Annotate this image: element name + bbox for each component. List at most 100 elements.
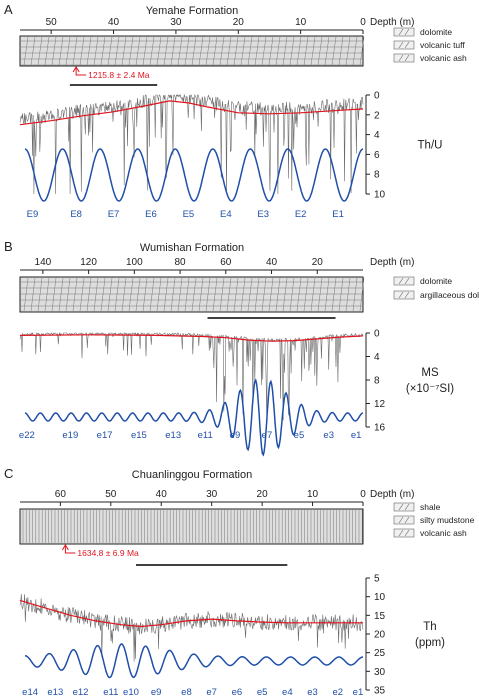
legend-swatch-hatch	[404, 277, 410, 285]
dolomite-hatch	[30, 36, 36, 66]
dolomite-hatch	[331, 277, 337, 312]
legend-label: argillaceous dolomite	[420, 290, 479, 300]
legend-swatch-hatch	[398, 529, 404, 537]
dolomite-hatch	[184, 36, 190, 66]
cycle-label: E7	[108, 209, 120, 220]
cycle-label: e11	[198, 430, 213, 441]
dolomite-hatch	[128, 277, 134, 312]
dolomite-hatch	[275, 36, 281, 66]
y-tick-label: 35	[374, 686, 386, 697]
dolomite-hatch	[240, 277, 246, 312]
y-axis-label: MS	[421, 367, 439, 379]
chart-title: Wumishan Formation	[140, 242, 244, 254]
cycle-label: E8	[70, 209, 82, 220]
depth-tick-label: 60	[220, 257, 232, 268]
dolomite-hatch	[212, 36, 218, 66]
legend-swatch	[393, 40, 415, 50]
legend-swatch	[393, 53, 415, 63]
dolomite-hatch	[65, 36, 71, 66]
depth-tick-label: 40	[108, 17, 120, 28]
dolomite-hatch	[163, 277, 169, 312]
panel-letter: C	[4, 466, 13, 481]
y-tick-label: 2	[374, 110, 380, 121]
cycle-label: E2	[295, 209, 307, 220]
dolomite-hatch	[156, 36, 162, 66]
dolomite-hatch	[93, 36, 99, 66]
trend-series-line	[19, 334, 364, 342]
dolomite-hatch	[37, 36, 43, 66]
cycle-label: e15	[131, 430, 147, 441]
dolomite-hatch	[23, 277, 29, 312]
legend-swatch	[393, 515, 415, 525]
cycle-label: e11	[103, 687, 118, 698]
legend-swatch-hatch	[404, 529, 410, 537]
legend-swatch-hatch	[398, 503, 404, 511]
depth-tick-label: 30	[206, 489, 218, 500]
legend-label: volcanic ash	[420, 528, 467, 538]
panel-letter: B	[4, 239, 13, 254]
dolomite-hatch	[331, 36, 337, 66]
legend-swatch-hatch	[398, 277, 404, 285]
cycle-label: e1	[351, 430, 362, 441]
dolomite-hatch	[317, 36, 323, 66]
cycle-label: e9	[230, 430, 241, 441]
cycle-label: e1	[353, 687, 364, 698]
depth-tick-label: 120	[80, 257, 97, 268]
cycle-label: E4	[220, 209, 232, 220]
legend-label: dolomite	[420, 276, 452, 286]
dolomite-hatch	[310, 277, 316, 312]
dolomite-hatch	[72, 277, 78, 312]
dolomite-hatch	[142, 277, 148, 312]
cycle-label: e3	[307, 687, 318, 698]
dolomite-hatch	[30, 277, 36, 312]
dolomite-hatch	[296, 277, 302, 312]
panel-letter: A	[4, 2, 13, 17]
legend-swatch-hatch	[404, 503, 410, 511]
cycle-label: e5	[294, 430, 305, 441]
dolomite-hatch	[247, 277, 253, 312]
dolomite-hatch	[121, 36, 127, 66]
dolomite-hatch	[156, 277, 162, 312]
depth-tick-label: 60	[55, 489, 67, 500]
dolomite-hatch	[338, 36, 344, 66]
dolomite-hatch	[324, 277, 330, 312]
y-tick-label: 30	[374, 667, 386, 678]
dolomite-hatch	[100, 277, 106, 312]
y-tick-label: 4	[374, 130, 380, 141]
dolomite-hatch	[114, 36, 120, 66]
legend-swatch-hatch	[404, 41, 410, 49]
dolomite-hatch	[338, 277, 344, 312]
cycle-label: E9	[27, 209, 39, 220]
cycle-label: e22	[19, 430, 35, 441]
age-arrowhead	[61, 544, 69, 551]
cycle-label: e7	[206, 687, 217, 698]
cycle-label: e7	[262, 430, 273, 441]
dolomite-hatch	[352, 36, 358, 66]
dolomite-hatch	[219, 277, 225, 312]
depth-tick-label: 20	[312, 257, 324, 268]
dolomite-hatch	[184, 277, 190, 312]
cycle-label: E1	[332, 209, 344, 220]
dolomite-hatch	[359, 277, 365, 312]
dolomite-hatch	[65, 277, 71, 312]
cycle-series-line	[24, 643, 364, 679]
dolomite-hatch	[170, 277, 176, 312]
legend-swatch-hatch	[398, 54, 404, 62]
legend-swatch	[393, 528, 415, 538]
y-tick-label: 0	[374, 329, 380, 340]
legend-swatch-hatch	[404, 54, 410, 62]
y-axis-label: (ppm)	[415, 637, 445, 649]
dolomite-hatch	[268, 277, 274, 312]
legend-label: volcanic tuff	[420, 40, 465, 50]
dolomite-hatch	[37, 277, 43, 312]
dolomite-hatch	[275, 277, 281, 312]
cycle-label: e17	[97, 430, 113, 441]
dolomite-hatch	[324, 36, 330, 66]
dolomite-hatch	[282, 36, 288, 66]
dolomite-hatch	[79, 277, 85, 312]
dolomite-hatch	[135, 36, 141, 66]
cycle-label: e19	[62, 430, 78, 441]
depth-tick-label: 10	[307, 489, 319, 500]
signal-series-line	[19, 593, 364, 662]
